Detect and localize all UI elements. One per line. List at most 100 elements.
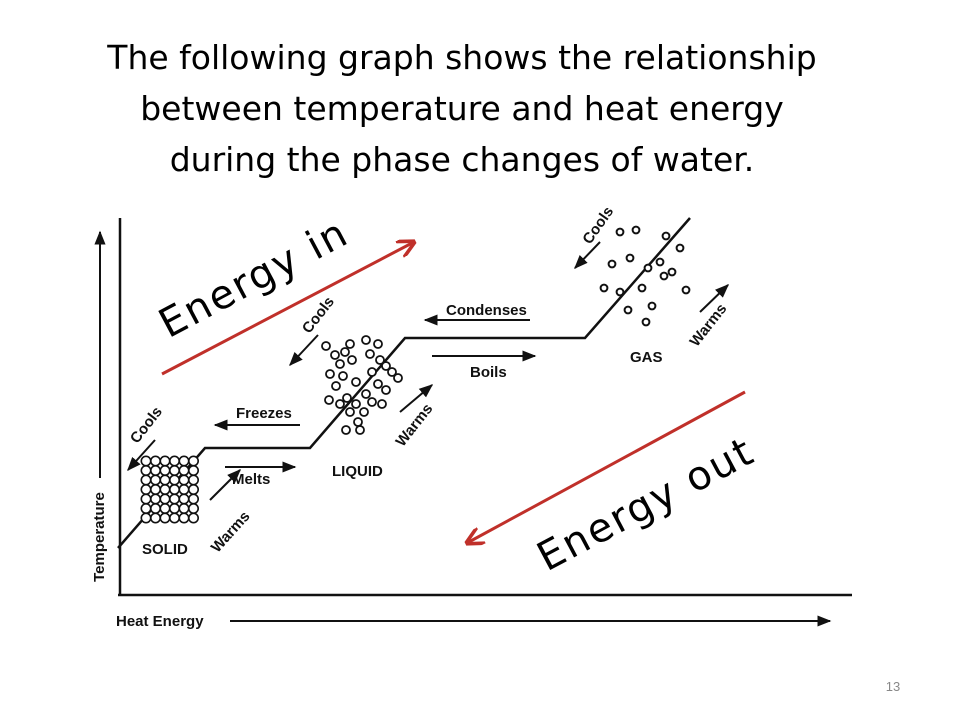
particle — [615, 227, 625, 237]
particle — [150, 502, 162, 514]
particle — [345, 339, 355, 349]
particle — [178, 502, 190, 514]
particle — [178, 474, 190, 486]
particle — [659, 271, 669, 281]
particle — [150, 512, 162, 524]
warms-arrow — [399, 384, 434, 413]
particle — [178, 455, 190, 467]
energy-arrows — [161, 242, 746, 543]
process-label: Boils — [470, 364, 507, 381]
particle — [325, 369, 335, 379]
particle — [188, 502, 200, 514]
particle — [338, 371, 348, 381]
particle — [661, 231, 671, 241]
particle — [159, 502, 171, 514]
particle — [150, 455, 162, 467]
particle — [159, 483, 171, 495]
particle — [140, 512, 152, 524]
particle — [625, 253, 635, 263]
particle — [347, 355, 357, 365]
particle — [330, 350, 340, 360]
process-label: Condenses — [446, 302, 527, 319]
particle — [140, 455, 152, 467]
particle — [140, 464, 152, 476]
particle — [381, 385, 391, 395]
energy-in-arrow — [161, 242, 414, 376]
particle — [345, 407, 355, 417]
particle — [599, 283, 609, 293]
particle — [353, 417, 363, 427]
particle — [188, 474, 200, 486]
process-label: Warms — [393, 401, 437, 450]
particle — [159, 474, 171, 486]
particle — [647, 301, 657, 311]
particle — [178, 483, 190, 495]
particle — [655, 257, 665, 267]
warms-arrow — [699, 284, 730, 313]
particles — [140, 225, 691, 524]
particle — [675, 243, 685, 253]
particle — [667, 267, 677, 277]
particle — [178, 512, 190, 524]
particle — [188, 493, 200, 505]
particle — [607, 259, 617, 269]
y-axis-label: Temperature — [91, 492, 108, 582]
particle — [169, 502, 181, 514]
energy-out-label: Energy out — [530, 428, 762, 580]
particle — [159, 455, 171, 467]
title-line: during the phase changes of water. — [169, 140, 755, 179]
particle — [150, 493, 162, 505]
particle — [150, 483, 162, 495]
particle — [637, 283, 647, 293]
cools-arrow — [289, 334, 319, 367]
particle — [169, 464, 181, 476]
particle — [321, 341, 331, 351]
particle — [641, 317, 651, 327]
particle — [335, 399, 345, 409]
slide-title: The following graph shows the relationsh… — [0, 32, 924, 185]
particle — [169, 483, 181, 495]
particle — [188, 455, 200, 467]
cools-arrow — [127, 439, 156, 472]
warms-arrow — [209, 469, 241, 501]
particle — [351, 377, 361, 387]
process-label: Cools — [127, 404, 166, 447]
phase-label: GAS — [630, 349, 663, 366]
particle — [140, 474, 152, 486]
particle — [169, 474, 181, 486]
particle — [324, 395, 334, 405]
particle — [643, 263, 653, 273]
particle — [361, 389, 371, 399]
particle — [140, 493, 152, 505]
particle — [331, 381, 341, 391]
particle — [359, 407, 369, 417]
particle — [188, 512, 200, 524]
process-label: Melts — [232, 471, 270, 488]
process-label: Freezes — [236, 405, 292, 422]
process-label: Warms — [208, 508, 254, 556]
particle — [169, 512, 181, 524]
process-label: Cools — [579, 203, 617, 247]
particle — [340, 347, 350, 357]
particle — [341, 425, 351, 435]
x-axis-label: Heat Energy — [116, 613, 204, 630]
particle — [367, 367, 377, 377]
particle — [169, 493, 181, 505]
particle — [373, 339, 383, 349]
particle — [140, 502, 152, 514]
particle — [373, 379, 383, 389]
slide-number: 13 — [886, 679, 900, 694]
particle — [335, 359, 345, 369]
phase-label: LIQUID — [332, 463, 383, 480]
particle — [631, 225, 641, 235]
particle — [169, 455, 181, 467]
particle — [355, 425, 365, 435]
particle — [375, 355, 385, 365]
title-line: The following graph shows the relationsh… — [107, 38, 817, 77]
particle — [615, 287, 625, 297]
particle — [393, 373, 403, 383]
particle — [159, 493, 171, 505]
cools-arrow — [574, 241, 601, 270]
